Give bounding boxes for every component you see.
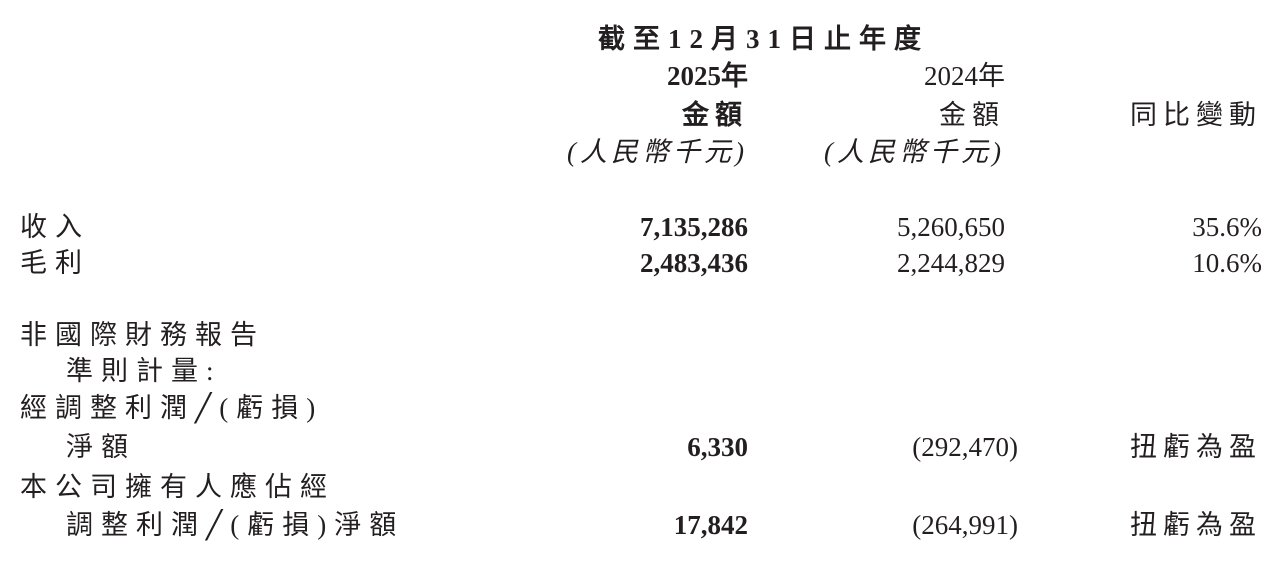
value-yoy: 扭虧為盈 <box>1130 432 1262 462</box>
value-2025: 2,483,436 <box>640 248 748 278</box>
value-2024: 2,244,829 <box>897 248 1005 278</box>
header-2025-amount: 金額 <box>682 100 748 130</box>
row-label-line1: 經調整利潤╱(虧損) <box>20 393 324 423</box>
row-label-line2: 調整利潤╱(虧損)淨額 <box>66 510 405 540</box>
header-yoy: 同比變動 <box>1130 100 1262 130</box>
header-2025-year: 2025年 <box>667 61 748 91</box>
non-ifrs-heading-1: 非國際財務報告 <box>20 320 265 350</box>
header-2025-unit: (人民幣千元) <box>567 137 748 167</box>
value-yoy: 35.6% <box>1192 212 1262 242</box>
row-label: 毛利 <box>20 248 90 278</box>
value-2025: 17,842 <box>673 510 748 540</box>
header-2024-unit: (人民幣千元) <box>824 137 1005 167</box>
row-label-line1: 本公司擁有人應佔經 <box>20 472 335 502</box>
non-ifrs-heading-2: 準則計量: <box>66 356 222 386</box>
header-period: 截至12月31日止年度 <box>598 24 929 54</box>
value-2025: 6,330 <box>687 432 748 462</box>
value-yoy: 10.6% <box>1192 248 1262 278</box>
value-2025: 7,135,286 <box>640 212 748 242</box>
value-2024: (292,470) <box>912 432 1018 462</box>
row-label: 收入 <box>20 212 90 242</box>
value-yoy: 扭虧為盈 <box>1130 510 1262 540</box>
header-2024-amount: 金額 <box>939 100 1005 130</box>
value-2024: 5,260,650 <box>897 212 1005 242</box>
row-label-line2: 淨額 <box>66 432 136 462</box>
value-2024: (264,991) <box>912 510 1018 540</box>
header-2024-year: 2024年 <box>924 61 1005 91</box>
